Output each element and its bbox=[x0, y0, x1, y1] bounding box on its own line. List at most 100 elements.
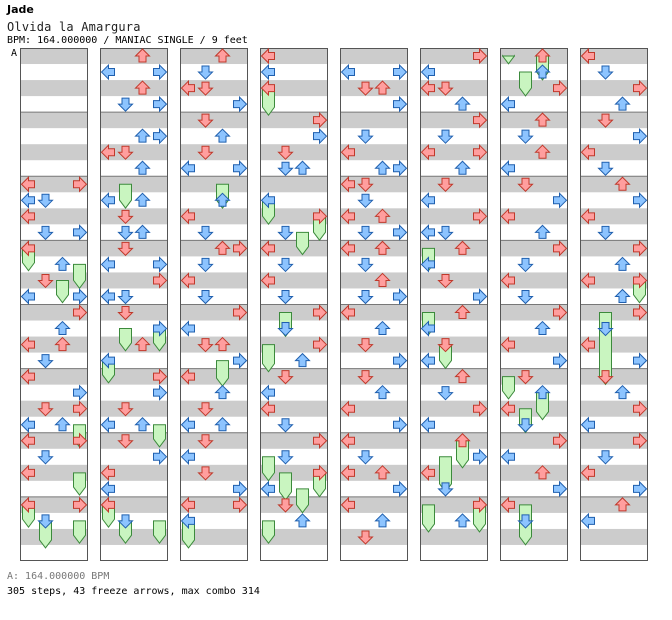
right-arrow bbox=[393, 224, 408, 241]
down-arrow bbox=[357, 177, 374, 192]
beat-stripe bbox=[340, 464, 408, 481]
left-arrow bbox=[340, 496, 355, 514]
down-arrow bbox=[37, 225, 54, 241]
left-arrow bbox=[340, 176, 355, 193]
right-arrow bbox=[153, 272, 168, 289]
up-arrow bbox=[54, 320, 71, 336]
step-stats: 305 steps, 43 freeze arrows, max combo 3… bbox=[7, 586, 260, 597]
section-marker: A bbox=[11, 48, 17, 59]
left-arrow bbox=[420, 192, 435, 209]
right-arrow bbox=[73, 432, 88, 449]
left-arrow bbox=[100, 352, 115, 369]
down-arrow bbox=[197, 81, 214, 96]
down-arrow bbox=[437, 482, 454, 497]
right-arrow bbox=[73, 496, 88, 514]
right-arrow bbox=[153, 127, 168, 145]
down-arrow bbox=[277, 498, 294, 513]
left-arrow bbox=[260, 79, 275, 97]
up-arrow bbox=[54, 256, 71, 271]
beat-stripe bbox=[260, 176, 328, 193]
beat-stripe bbox=[20, 272, 88, 289]
left-arrow bbox=[260, 272, 275, 289]
left-arrow bbox=[260, 192, 275, 209]
right-arrow bbox=[473, 208, 488, 225]
beat-stripe bbox=[180, 176, 248, 193]
beat-stripe bbox=[180, 48, 248, 65]
left-arrow bbox=[340, 240, 355, 257]
beat-stripe bbox=[500, 336, 568, 353]
beat-stripe bbox=[420, 80, 488, 97]
down-arrow bbox=[197, 466, 214, 481]
right-arrow bbox=[633, 240, 648, 257]
right-arrow bbox=[233, 480, 248, 498]
right-arrow bbox=[73, 384, 88, 401]
right-arrow bbox=[393, 288, 408, 305]
down-arrow bbox=[277, 370, 294, 385]
beat-stripe bbox=[340, 432, 408, 449]
beat-stripe bbox=[580, 432, 648, 449]
down-arrow bbox=[597, 113, 614, 128]
left-arrow bbox=[340, 143, 355, 161]
left-arrow bbox=[260, 480, 275, 498]
right-arrow bbox=[313, 336, 328, 353]
up-arrow bbox=[214, 128, 231, 143]
left-arrow bbox=[500, 272, 515, 289]
beat-stripe bbox=[260, 80, 328, 97]
up-arrow bbox=[614, 96, 631, 111]
left-arrow bbox=[20, 416, 35, 433]
down-arrow bbox=[117, 514, 134, 529]
left-arrow bbox=[180, 272, 195, 289]
freeze-arrow bbox=[73, 520, 86, 544]
left-arrow bbox=[340, 400, 355, 417]
beat-stripe bbox=[500, 144, 568, 161]
up-arrow bbox=[454, 160, 471, 175]
left-arrow bbox=[100, 63, 115, 81]
beat-stripe bbox=[500, 80, 568, 97]
left-arrow bbox=[580, 464, 595, 482]
beat-stripe bbox=[180, 496, 248, 513]
beat-stripe bbox=[500, 432, 568, 449]
down-arrow bbox=[517, 289, 534, 305]
up-arrow bbox=[374, 80, 391, 95]
left-arrow bbox=[260, 400, 275, 417]
down-arrow bbox=[37, 193, 54, 209]
beat-stripe bbox=[20, 304, 88, 321]
down-arrow bbox=[117, 225, 134, 241]
beat-stripe bbox=[180, 272, 248, 289]
down-arrow bbox=[357, 338, 374, 353]
up-arrow bbox=[134, 80, 151, 95]
right-arrow bbox=[73, 288, 88, 305]
up-arrow bbox=[534, 320, 551, 336]
freeze-arrow bbox=[422, 504, 435, 533]
measure-column bbox=[420, 48, 488, 561]
up-arrow bbox=[294, 513, 311, 528]
down-arrow bbox=[517, 418, 534, 433]
left-arrow bbox=[580, 512, 595, 530]
freeze-arrow bbox=[153, 424, 166, 448]
right-arrow bbox=[553, 240, 568, 257]
left-arrow bbox=[100, 192, 115, 209]
left-arrow bbox=[260, 63, 275, 81]
beat-stripe bbox=[20, 80, 88, 97]
left-arrow bbox=[100, 464, 115, 482]
beat-stripe bbox=[100, 464, 168, 481]
beat-stripe bbox=[420, 48, 488, 65]
left-arrow bbox=[20, 336, 35, 353]
beat-stripe bbox=[580, 48, 648, 65]
beat-stripe bbox=[180, 304, 248, 321]
beat-stripe bbox=[340, 144, 408, 161]
up-arrow bbox=[214, 384, 231, 400]
right-arrow bbox=[153, 256, 168, 273]
down-arrow bbox=[437, 338, 454, 353]
left-arrow bbox=[580, 47, 595, 65]
down-arrow bbox=[117, 306, 134, 321]
right-arrow bbox=[153, 448, 168, 466]
right-arrow bbox=[553, 352, 568, 369]
beat-stripe bbox=[100, 48, 168, 65]
down-arrow bbox=[597, 65, 614, 80]
beat-stripe bbox=[20, 432, 88, 449]
right-arrow bbox=[313, 432, 328, 449]
beat-stripe bbox=[100, 240, 168, 257]
left-arrow bbox=[500, 208, 515, 225]
